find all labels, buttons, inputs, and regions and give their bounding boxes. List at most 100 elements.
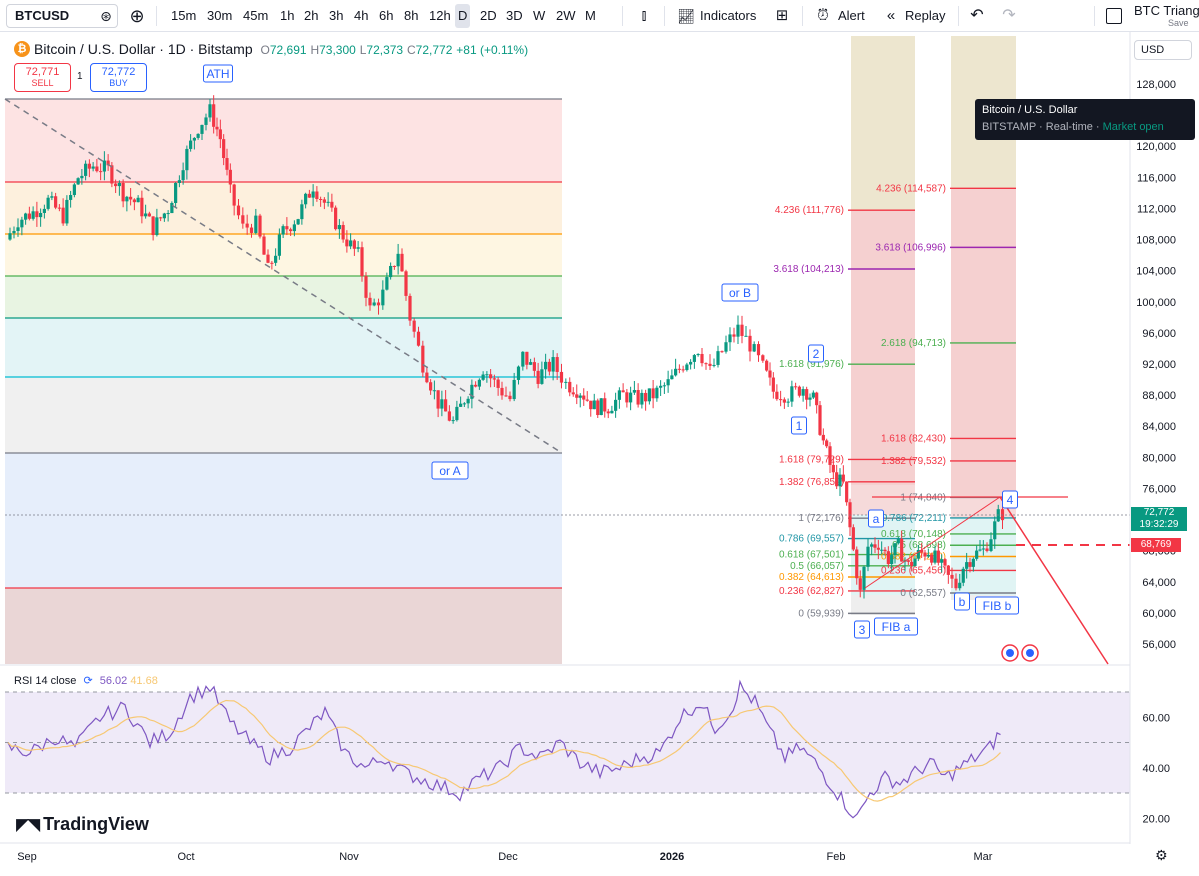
candle-body	[599, 398, 603, 416]
timeframe-D[interactable]: D	[455, 4, 471, 28]
fib-a-label: 0.618 (67,501)	[779, 550, 844, 561]
candle-body	[341, 225, 345, 240]
candle-body	[159, 217, 163, 219]
timeframe-30m[interactable]: 30m	[207, 8, 233, 23]
candle-body	[470, 384, 474, 399]
candle-body	[151, 216, 155, 236]
fib-zone	[5, 453, 562, 588]
candle-body	[551, 357, 555, 372]
buy-button[interactable]: 72,772 BUY	[90, 63, 147, 92]
timeframe-12h[interactable]: 12h	[429, 8, 451, 23]
alert-button[interactable]: Alert	[838, 8, 865, 23]
rsi-legend[interactable]: RSI 14 close ⟳ 56.02 41.68	[14, 674, 158, 687]
replay-icon[interactable]: «	[886, 7, 896, 24]
timeframe-M[interactable]: M	[585, 8, 596, 23]
candle-body	[896, 538, 900, 544]
timeframe-15m[interactable]: 15m	[171, 8, 197, 23]
layout-icon[interactable]	[1106, 8, 1122, 24]
candle-body	[110, 165, 114, 184]
timeframe-3D[interactable]: 3D	[506, 8, 523, 23]
layout-name[interactable]: BTC Triangl	[1134, 3, 1199, 18]
fib-extension-zone	[851, 210, 915, 485]
timeframe-2D[interactable]: 2D	[480, 8, 497, 23]
buy-label: BUY	[109, 78, 128, 88]
time-axis-label: Dec	[498, 851, 518, 863]
redo-icon[interactable]: ↷	[1002, 7, 1016, 24]
candle-body	[740, 324, 744, 336]
symbol-search[interactable]: BTCUSD	[6, 4, 118, 28]
candle-body	[455, 406, 459, 421]
candle-body	[862, 566, 866, 590]
rsi-ma-line	[7, 699, 1001, 802]
timeframe-45m[interactable]: 45m	[243, 8, 269, 23]
fib-b-label: 3.618 (106,996)	[875, 242, 946, 253]
price-axis-label: 88,000	[1142, 390, 1176, 402]
candle-body	[880, 549, 884, 551]
candle-body	[614, 399, 618, 411]
tradingview-text: TradingView	[43, 814, 149, 834]
undo-icon[interactable]: ↶	[970, 7, 984, 24]
candle-body	[592, 400, 596, 410]
add-symbol-icon[interactable]: ⊕	[129, 6, 145, 26]
event-flag-dot	[1006, 649, 1014, 657]
candle-body	[281, 226, 285, 235]
candle-body	[337, 225, 341, 230]
fib-a-label: 0.236 (62,827)	[779, 586, 844, 597]
candle-body	[870, 544, 874, 547]
sell-button[interactable]: 72,771 SELL	[14, 63, 71, 92]
candle-body	[629, 392, 633, 403]
price-axis-label: 104,000	[1136, 266, 1176, 278]
timeframe-1h[interactable]: 1h	[280, 8, 295, 23]
candle-body	[761, 355, 765, 361]
sell-price: 72,771	[25, 66, 60, 78]
chart-legend[interactable]: Bitcoin / U.S. Dollar · 1D · Bitstamp O7…	[34, 41, 528, 57]
currency-select[interactable]: USD	[1134, 40, 1192, 60]
timeframe-2h[interactable]: 2h	[304, 8, 319, 23]
timeframe-2W[interactable]: 2W	[556, 8, 576, 23]
candle-body	[655, 387, 659, 399]
candle-body	[900, 538, 904, 562]
chart-canvas[interactable]: 4.236 (111,776) 3.618 (104,213) 1.618 (91,…	[0, 32, 1199, 876]
annotation-w3: 3	[859, 623, 866, 637]
tooltip-exchange: BITSTAMP	[982, 121, 1036, 133]
replay-button[interactable]: Replay	[905, 8, 946, 23]
candle-body	[65, 199, 69, 224]
candle-body	[670, 375, 674, 380]
timeframe-4h[interactable]: 4h	[354, 8, 369, 23]
candle-body	[512, 379, 516, 400]
candle-body	[835, 472, 839, 487]
indicators-icon[interactable]: 📈︎	[677, 8, 695, 24]
price-axis-label: 96,000	[1142, 328, 1176, 340]
timeframe-3h[interactable]: 3h	[329, 8, 344, 23]
save-label[interactable]: Save	[1168, 18, 1189, 28]
candle-body	[866, 546, 870, 567]
time-axis-label: Sep	[17, 851, 37, 863]
timeframe-W[interactable]: W	[533, 8, 546, 23]
candle-body	[121, 182, 125, 202]
candle-body	[232, 184, 236, 206]
annotation-or_a-box	[431, 461, 469, 480]
candles-icon[interactable]: ⫾	[641, 7, 647, 24]
candle-body	[200, 124, 204, 134]
candle-body	[334, 207, 338, 230]
alert-price-tag[interactable]: 68,769	[1131, 538, 1181, 552]
candle-body	[481, 374, 485, 380]
timeframe-8h[interactable]: 8h	[404, 8, 419, 23]
time-axis-label: Nov	[339, 851, 359, 863]
candle-body	[300, 204, 304, 220]
candle-body	[258, 215, 262, 237]
compare-icon[interactable]: ⊛	[100, 8, 112, 24]
refresh-icon[interactable]: ⟳	[83, 675, 93, 687]
candle-body	[858, 578, 862, 590]
indicators-button[interactable]: Indicators	[700, 8, 757, 23]
candle-body	[311, 191, 315, 198]
templates-icon[interactable]: ⊞	[775, 7, 789, 24]
candle-body	[968, 562, 972, 567]
alarm-icon[interactable]: ⏰︎	[817, 7, 829, 24]
price-axis-label: 60,000	[1142, 608, 1176, 620]
candle-body	[961, 568, 965, 583]
candle-body	[906, 560, 910, 562]
timeframe-6h[interactable]: 6h	[379, 8, 394, 23]
fib-b-label: 4.236 (114,587)	[876, 183, 946, 194]
settings-icon[interactable]: ⚙	[1155, 847, 1168, 863]
